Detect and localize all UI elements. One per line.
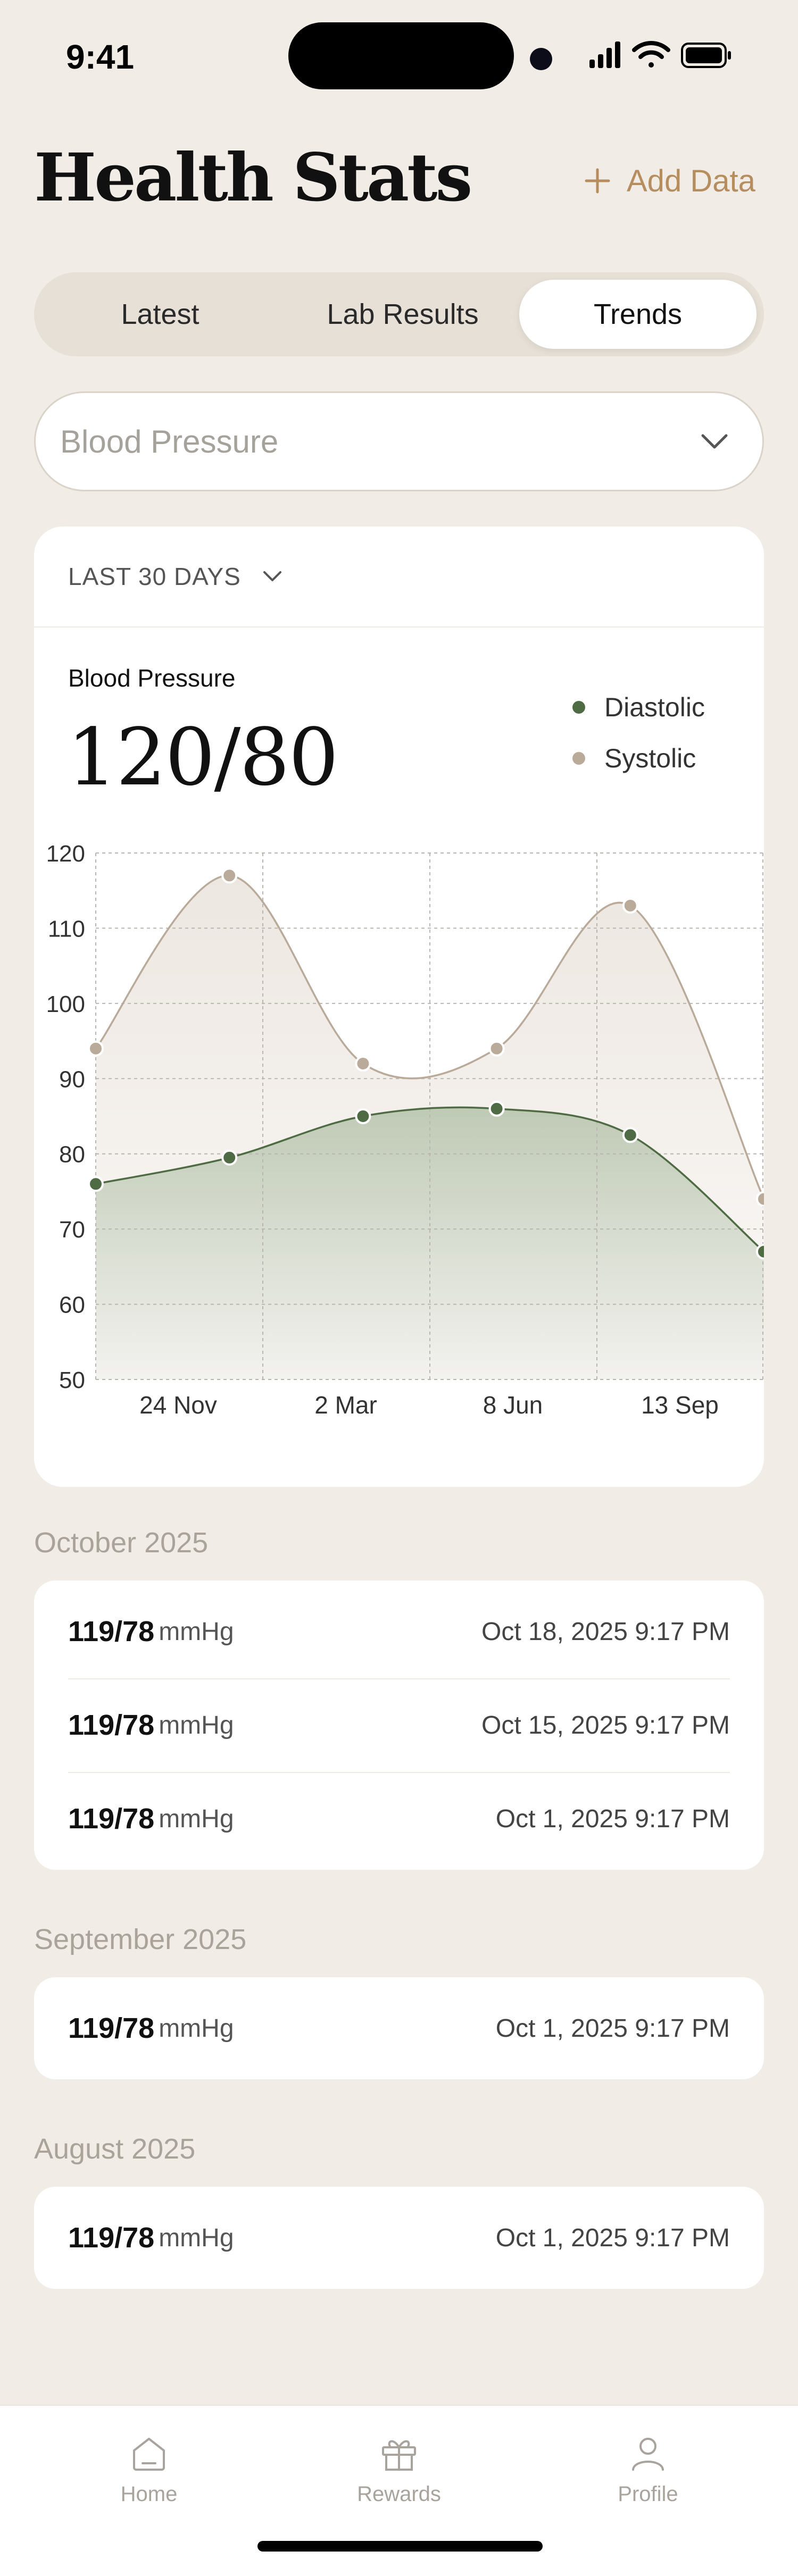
reading-value: 119/78 (68, 2012, 155, 2044)
x-tick-label: 13 Sep (641, 1391, 719, 1419)
tab-bar-home[interactable]: Home (69, 2432, 229, 2506)
reading-row[interactable]: 119/78 mmHg Oct 1, 2025 9:17 PM (34, 1772, 764, 1866)
legend-item-systolic: Systolic (572, 737, 705, 780)
reading-row[interactable]: 119/78 mmHg Oct 18, 2025 9:17 PM (34, 1585, 764, 1678)
tab-bar-profile[interactable]: Profile (568, 2432, 728, 2506)
month-group-title: September 2025 (34, 1923, 247, 1955)
diastolic-line (95, 1106, 764, 1252)
cellular-signal-icon (589, 41, 620, 68)
tab-bar-label: Home (120, 2482, 178, 2506)
legend-dot-diastolic (572, 701, 585, 714)
y-tick-label: 100 (46, 991, 85, 1017)
home-indicator (257, 2541, 543, 2552)
y-tick-label: 120 (46, 841, 85, 867)
reading-row[interactable]: 119/78 mmHg Oct 15, 2025 9:17 PM (34, 1678, 764, 1772)
chart-card: LAST 30 DAYS Blood Pressure 120/80 Diast… (34, 526, 764, 1487)
metric-select-value: Blood Pressure (60, 423, 279, 459)
range-selector[interactable]: LAST 30 DAYS (34, 526, 764, 628)
reading-row[interactable]: 119/78 mmHg Oct 1, 2025 9:17 PM (34, 2191, 764, 2285)
systolic-point (756, 1191, 764, 1207)
reading-value: 119/78 (68, 1616, 155, 1647)
status-bar: 9:41 (0, 0, 798, 112)
month-group-title: August 2025 (34, 2133, 196, 2165)
y-tick-label: 60 (59, 1292, 85, 1318)
chevron-down-icon (263, 571, 281, 581)
chevron-down-icon (701, 434, 728, 449)
reading-value: 119/78 (68, 1709, 155, 1741)
diastolic-point (756, 1243, 764, 1260)
gift-icon (382, 2440, 416, 2471)
reading-unit: mmHg (159, 2014, 234, 2043)
y-tick-label: 50 (59, 1367, 85, 1393)
camera-dot (530, 48, 552, 70)
reading-date: Oct 1, 2025 9:17 PM (495, 2014, 730, 2043)
diastolic-point (88, 1176, 104, 1192)
tab-lab-results[interactable]: Lab Results (327, 298, 479, 330)
segmented-control: Latest Lab Results Trends (34, 272, 764, 356)
range-label: LAST 30 DAYS (68, 563, 241, 590)
diastolic-point (355, 1108, 371, 1124)
dynamic-island (288, 22, 514, 89)
y-tick-label: 80 (59, 1142, 85, 1168)
y-tick-label: 70 (59, 1217, 85, 1243)
legend-label: Diastolic (604, 692, 705, 722)
reading-date: Oct 1, 2025 9:17 PM (495, 2223, 730, 2252)
chart-metric-label: Blood Pressure (68, 664, 236, 692)
tab-bar-label: Rewards (357, 2482, 441, 2506)
tab-bar-rewards[interactable]: Rewards (319, 2432, 479, 2506)
systolic-point (622, 898, 638, 914)
chart-legend: Diastolic Systolic (572, 686, 705, 788)
diastolic-point (622, 1127, 638, 1143)
wifi-icon (632, 41, 670, 68)
blood-pressure-chart: 120 110 100 90 80 70 60 50 24 Nov 2 Mar 8 Jun 13 Se… (46, 841, 764, 1419)
battery-icon (681, 43, 731, 68)
x-tick-label: 2 Mar (314, 1391, 377, 1419)
chart-metric-value: 120/80 (67, 712, 339, 803)
home-icon (133, 2438, 165, 2471)
reading-date: Oct 18, 2025 9:17 PM (481, 1617, 730, 1646)
status-time: 9:41 (66, 38, 135, 76)
systolic-line (95, 874, 764, 1200)
reading-row[interactable]: 119/78 mmHg Oct 1, 2025 9:17 PM (34, 1981, 764, 2075)
add-data-label: Add Data (627, 163, 755, 198)
reading-unit: mmHg (159, 2223, 234, 2252)
reading-unit: mmHg (159, 1711, 234, 1739)
reading-date: Oct 1, 2025 9:17 PM (495, 1804, 730, 1833)
plus-icon (585, 168, 610, 194)
diastolic-point (221, 1149, 238, 1166)
month-group-title: October 2025 (34, 1527, 209, 1559)
systolic-point (221, 867, 238, 884)
legend-label: Systolic (604, 743, 696, 773)
person-icon (632, 2438, 664, 2471)
diastolic-point (488, 1100, 505, 1117)
reading-unit: mmHg (159, 1617, 234, 1646)
systolic-point (355, 1056, 371, 1072)
x-tick-label: 8 Jun (483, 1391, 543, 1419)
readings-card: 119/78 mmHg Oct 18, 2025 9:17 PM 119/78 mmHg… (34, 1580, 764, 1870)
systolic-point (488, 1040, 505, 1057)
reading-value: 119/78 (68, 1803, 155, 1835)
reading-unit: mmHg (159, 1804, 234, 1833)
add-data-button[interactable]: Add Data (584, 160, 755, 202)
reading-value: 119/78 (68, 2222, 155, 2254)
legend-item-diastolic: Diastolic (572, 686, 705, 729)
tab-bar-label: Profile (618, 2482, 678, 2506)
x-tick-label: 24 Nov (139, 1391, 217, 1419)
y-tick-label: 110 (48, 916, 85, 942)
page-title: Health Stats (34, 139, 472, 216)
y-tick-label: 90 (59, 1066, 85, 1092)
readings-card: 119/78 mmHg Oct 1, 2025 9:17 PM (34, 1977, 764, 2079)
metric-select[interactable]: Blood Pressure (34, 391, 764, 491)
legend-dot-systolic (572, 752, 585, 765)
status-icons (589, 41, 731, 68)
systolic-point (88, 1040, 104, 1057)
reading-date: Oct 15, 2025 9:17 PM (481, 1711, 730, 1739)
tab-trends[interactable]: Trends (519, 280, 757, 349)
tab-latest[interactable]: Latest (121, 298, 200, 330)
readings-card: 119/78 mmHg Oct 1, 2025 9:17 PM (34, 2187, 764, 2289)
